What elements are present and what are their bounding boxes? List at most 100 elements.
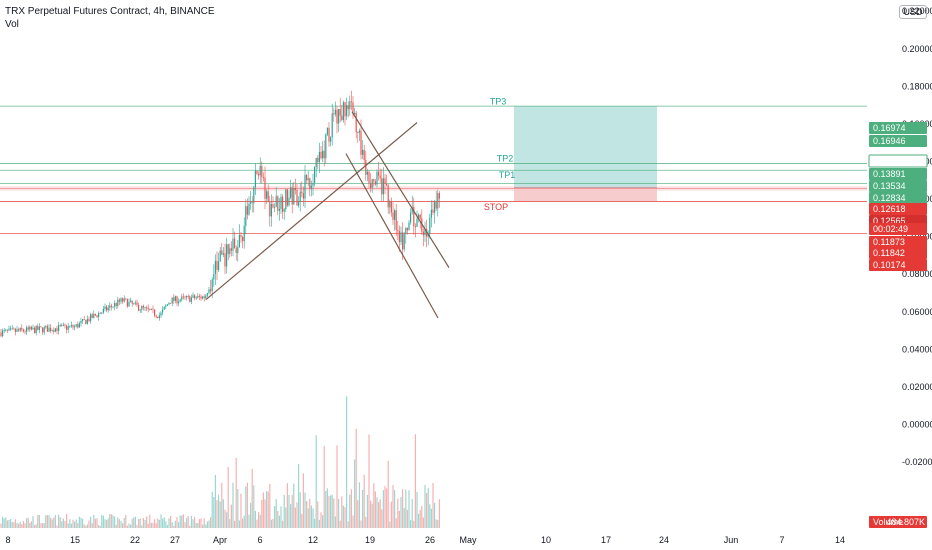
volume-bar — [173, 525, 175, 528]
candle-body — [262, 177, 264, 178]
currency-button[interactable]: USD — [899, 5, 927, 19]
candle-body — [282, 196, 284, 212]
time-axis[interactable]: 8 15 22 27 Apr 6 12 19 26 May 10 17 24 Jun 7 14 — [5, 535, 845, 545]
volume-bar — [229, 519, 231, 528]
candle-body — [234, 238, 236, 249]
volume-bar — [331, 494, 333, 528]
level-tag — [869, 259, 927, 271]
candle-body — [197, 296, 199, 298]
candle-body — [360, 130, 362, 155]
volume-bar — [384, 486, 386, 528]
volume-bar — [61, 521, 63, 528]
volume-bar — [382, 490, 384, 528]
candle-body — [328, 127, 330, 142]
level-tag-label: 0.10174 — [873, 260, 906, 270]
volume-bar — [248, 514, 250, 528]
loss-zone — [514, 187, 657, 202]
volume-bar — [114, 516, 116, 528]
level-tag-label: 0.16946 — [873, 136, 906, 146]
time-tick-label: 12 — [308, 535, 318, 545]
candle-body — [416, 218, 418, 228]
volume-bar — [27, 517, 29, 528]
volume-bar — [6, 520, 8, 528]
volume-bar — [182, 514, 184, 528]
candle-body — [21, 327, 23, 330]
volume-bar — [437, 519, 439, 528]
candle-body — [106, 306, 108, 311]
candle-body — [237, 247, 239, 254]
candle-body — [134, 302, 136, 304]
candle-body — [86, 319, 88, 324]
volume-bar — [29, 522, 31, 528]
candle-body — [130, 300, 132, 302]
candle-body — [120, 298, 122, 302]
volume-bar — [418, 513, 420, 528]
chart-title: TRX Perpetual Futures Contract, 4h, BINA… — [5, 6, 215, 17]
candle-body — [61, 324, 63, 326]
volume-bar — [405, 489, 407, 528]
candle-body — [174, 296, 176, 301]
volume-bar — [307, 508, 309, 528]
candle-body — [56, 328, 58, 331]
volume-bar — [403, 508, 405, 528]
volume-bar — [326, 488, 328, 528]
time-tick-label: 10 — [541, 535, 551, 545]
volume-bar — [157, 518, 159, 528]
volume-bar — [70, 523, 72, 528]
candle-body — [2, 330, 4, 337]
volume-bar — [365, 516, 367, 528]
volume-bar — [138, 519, 140, 528]
volume-bar — [165, 521, 167, 528]
volume-bar — [309, 498, 311, 528]
volume-bar — [34, 525, 36, 528]
candle-body — [146, 307, 148, 309]
candle-body — [213, 274, 215, 280]
volume-bar — [130, 524, 132, 528]
candle-body — [422, 231, 424, 236]
volume-bar — [323, 445, 325, 528]
candle-body — [285, 189, 287, 210]
candle-body — [110, 305, 112, 307]
candle-body — [352, 102, 354, 115]
candle-body — [163, 306, 165, 310]
volume-bar — [51, 519, 53, 528]
candle-body — [80, 321, 82, 324]
volume-bar — [115, 524, 117, 528]
volume-bar — [325, 491, 327, 528]
candle-body — [405, 227, 407, 235]
volume-bar — [53, 517, 55, 528]
volume-bar — [286, 483, 288, 528]
volume-bar — [197, 522, 199, 528]
candle-body — [88, 319, 90, 322]
candle-body — [341, 115, 343, 121]
price-tick-label: 0.04000 — [902, 344, 932, 354]
volume-bar — [416, 491, 418, 528]
candle-body — [82, 319, 84, 322]
candle-body — [138, 304, 140, 311]
candle-body — [152, 308, 154, 310]
volume-bar — [50, 517, 52, 528]
candle-body — [259, 165, 261, 176]
candle-body — [206, 293, 208, 296]
volume-bar — [235, 457, 237, 528]
candle-body — [171, 297, 173, 304]
volume-bar — [304, 492, 306, 528]
candle-body — [322, 150, 324, 159]
candle-body — [278, 208, 280, 211]
volume-bar — [334, 516, 336, 528]
volume-bar — [110, 514, 112, 528]
level-tag — [868, 154, 928, 168]
volume-bar — [88, 520, 90, 528]
candle-body — [437, 193, 439, 209]
volume-bar — [35, 524, 37, 528]
volume-bar — [202, 524, 204, 528]
volume-bar — [296, 502, 298, 528]
candle-body — [38, 326, 40, 330]
candle-body — [280, 196, 282, 209]
volume-bar — [58, 514, 60, 528]
volume-bar — [394, 490, 396, 528]
candle-body — [64, 324, 66, 326]
candle-body — [101, 312, 103, 314]
volume-bar — [90, 516, 92, 528]
